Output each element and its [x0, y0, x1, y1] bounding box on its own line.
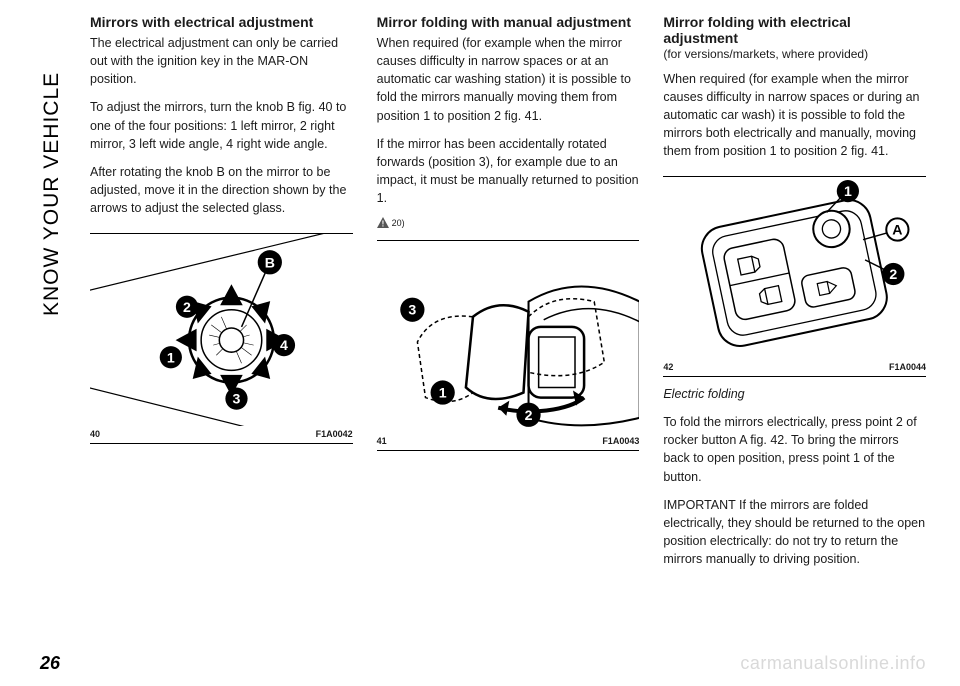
figure-41-svg: 3 1 2 [377, 241, 640, 433]
figure-42-num: 42 [663, 361, 673, 374]
col3-heading: Mirror folding with electrical adjustmen… [663, 14, 926, 46]
manual-page: KNOW YOUR VEHICLE 26 carmanualsonline.in… [0, 0, 960, 686]
col3-p1: When required (for example when the mirr… [663, 70, 926, 161]
warning-note: ! 20) [377, 217, 640, 230]
figure-42-caption: 42 F1A0044 [663, 359, 926, 376]
svg-text:3: 3 [408, 302, 416, 318]
svg-text:1: 1 [844, 183, 852, 199]
svg-text:B: B [265, 255, 275, 271]
figure-42: 1 A 2 42 F1A0044 [663, 176, 926, 377]
svg-text:3: 3 [233, 391, 241, 407]
figure-41: 3 1 2 41 F1A0043 [377, 240, 640, 451]
col1-p3: After rotating the knob B on the mirror … [90, 163, 353, 217]
page-number: 26 [40, 653, 60, 674]
col2-p2: If the mirror has been accidentally rota… [377, 135, 640, 208]
figure-40: B 2 1 3 4 40 F1A0042 [90, 233, 353, 444]
warning-text: 20) [392, 218, 405, 228]
col1-p2: To adjust the mirrors, turn the knob B f… [90, 98, 353, 152]
figure-41-num: 41 [377, 435, 387, 448]
figure-41-caption: 41 F1A0043 [377, 433, 640, 450]
figure-41-code: F1A0043 [602, 435, 639, 448]
svg-text:A: A [893, 222, 903, 238]
svg-text:!: ! [381, 220, 384, 229]
figure-42-svg: 1 A 2 [663, 177, 926, 359]
col1-heading: Mirrors with electrical adjustment [90, 14, 353, 30]
col2-p1: When required (for example when the mirr… [377, 34, 640, 125]
watermark: carmanualsonline.info [740, 653, 926, 674]
svg-text:2: 2 [890, 266, 898, 282]
svg-text:2: 2 [524, 407, 532, 423]
figure-40-svg: B 2 1 3 4 [90, 234, 353, 426]
figure-40-num: 40 [90, 428, 100, 441]
warning-icon: ! [377, 217, 389, 228]
col2-heading: Mirror folding with manual adjustment [377, 14, 640, 30]
column-3: Mirror folding with electrical adjustmen… [663, 14, 926, 672]
figure-42-code: F1A0044 [889, 361, 926, 374]
figure-40-code: F1A0042 [316, 428, 353, 441]
svg-text:2: 2 [183, 299, 191, 315]
svg-text:4: 4 [280, 337, 288, 353]
col3-p3: IMPORTANT If the mirrors are folded elec… [663, 496, 926, 569]
content-columns: Mirrors with electrical adjustment The e… [90, 14, 926, 672]
figure-40-caption: 40 F1A0042 [90, 426, 353, 443]
col3-p2: To fold the mirrors electrically, press … [663, 413, 926, 486]
svg-text:1: 1 [167, 350, 175, 366]
column-1: Mirrors with electrical adjustment The e… [90, 14, 353, 672]
col3-italic: Electric folding [663, 385, 926, 403]
column-2: Mirror folding with manual adjustment Wh… [377, 14, 640, 672]
col3-sub: (for versions/markets, where provided) [663, 46, 926, 63]
col1-p1: The electrical adjustment can only be ca… [90, 34, 353, 88]
section-side-label: KNOW YOUR VEHICLE [40, 16, 66, 316]
svg-text:1: 1 [438, 385, 446, 401]
